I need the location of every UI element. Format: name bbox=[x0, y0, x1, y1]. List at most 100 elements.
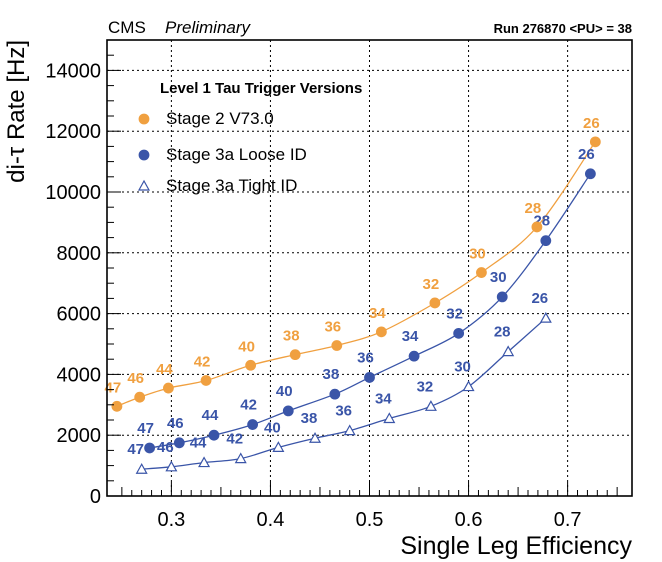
data-point bbox=[173, 437, 185, 449]
data-point bbox=[531, 221, 543, 233]
data-point bbox=[408, 350, 420, 362]
data-label: 26 bbox=[583, 115, 600, 132]
axis-ticks: 0.3 0.4 0.5 0.6 0.7 0 2000 4000 6000 8000 10000 120… bbox=[45, 39, 618, 531]
run-info-label: Run 276870 <PU> = 38 bbox=[494, 21, 632, 36]
data-label: 42 bbox=[226, 431, 243, 448]
data-label: 28 bbox=[525, 200, 542, 217]
data-point bbox=[539, 311, 552, 323]
data-label: 38 bbox=[283, 328, 300, 345]
y-tick-label: 4000 bbox=[57, 364, 102, 386]
data-point bbox=[496, 291, 508, 303]
x-axis-label: Single Leg Efficiency bbox=[400, 532, 632, 560]
y-tick-label: 8000 bbox=[57, 243, 102, 265]
y-tick-label: 14000 bbox=[45, 60, 101, 82]
data-label: 32 bbox=[423, 276, 440, 293]
data-point bbox=[476, 267, 487, 278]
x-tick-label: 0.7 bbox=[554, 509, 582, 531]
data-label: 47 bbox=[105, 379, 122, 396]
data-label: 40 bbox=[238, 338, 255, 355]
data-point bbox=[375, 326, 387, 338]
data-point bbox=[198, 456, 211, 468]
data-point bbox=[424, 400, 437, 411]
data-label: 36 bbox=[357, 349, 374, 366]
y-tick-label: 2000 bbox=[57, 425, 102, 447]
data-point bbox=[289, 349, 301, 361]
data-label: 34 bbox=[402, 328, 419, 345]
data-label: 34 bbox=[369, 305, 386, 322]
data-label: 40 bbox=[276, 383, 293, 400]
legend: Level 1 Tau Trigger Versions Stage 2 V73… bbox=[137, 80, 362, 195]
data-label: 42 bbox=[194, 353, 211, 370]
data-point bbox=[502, 345, 515, 357]
data-point bbox=[462, 380, 475, 392]
data-point bbox=[111, 400, 123, 412]
data-label: 32 bbox=[446, 305, 463, 322]
data-label: 38 bbox=[322, 366, 339, 383]
data-point bbox=[383, 412, 396, 424]
y-tick-label: 0 bbox=[90, 486, 101, 508]
legend-title: Level 1 Tau Trigger Versions bbox=[160, 80, 362, 97]
data-label: 47 bbox=[137, 420, 154, 437]
data-point bbox=[329, 388, 341, 400]
data-label: 30 bbox=[490, 269, 507, 286]
status-label: Preliminary bbox=[165, 18, 252, 37]
data-label: 26 bbox=[578, 146, 595, 163]
data-label: 44 bbox=[202, 407, 219, 424]
data-point bbox=[282, 405, 294, 417]
data-point bbox=[584, 168, 596, 180]
data-point bbox=[540, 235, 552, 247]
y-tick-label: 10000 bbox=[45, 182, 101, 204]
data-label: 30 bbox=[469, 246, 486, 263]
data-point bbox=[234, 452, 247, 464]
legend-marker bbox=[138, 113, 150, 125]
y-tick-label: 12000 bbox=[45, 121, 101, 143]
data-point bbox=[364, 372, 375, 383]
data-label: 44 bbox=[190, 435, 207, 452]
x-tick-label: 0.5 bbox=[356, 509, 384, 531]
data-point bbox=[165, 460, 178, 472]
data-point bbox=[208, 429, 220, 441]
data-label: 34 bbox=[375, 390, 392, 407]
data-point bbox=[453, 327, 465, 339]
data-point bbox=[144, 442, 155, 454]
legend-marker bbox=[137, 179, 151, 191]
data-label: 26 bbox=[531, 290, 548, 307]
data-label: 38 bbox=[301, 410, 318, 427]
data-point bbox=[163, 382, 174, 394]
x-tick-label: 0.3 bbox=[157, 509, 185, 531]
data-label: 42 bbox=[240, 397, 257, 414]
data-point bbox=[245, 359, 257, 371]
legend-marker bbox=[138, 149, 150, 161]
data-label: 28 bbox=[494, 324, 511, 341]
data-point bbox=[272, 441, 285, 452]
data-point bbox=[331, 340, 343, 351]
data-point bbox=[134, 391, 146, 403]
series-markers bbox=[111, 136, 601, 474]
data-label: 30 bbox=[454, 359, 471, 376]
legend-entry-label: Stage 2 V73.0 bbox=[166, 109, 274, 128]
data-label: 36 bbox=[324, 319, 341, 336]
x-tick-label: 0.4 bbox=[257, 509, 285, 531]
data-point bbox=[429, 297, 441, 309]
data-point bbox=[247, 419, 259, 430]
data-point bbox=[589, 136, 601, 148]
data-label: 36 bbox=[335, 403, 352, 420]
data-label: 40 bbox=[264, 419, 281, 436]
data-label: 47 bbox=[127, 441, 144, 458]
grid-lines bbox=[107, 40, 632, 496]
data-point bbox=[343, 424, 356, 436]
data-point bbox=[308, 432, 322, 443]
data-point bbox=[135, 463, 148, 474]
data-label: 44 bbox=[156, 361, 173, 378]
data-point bbox=[200, 375, 212, 386]
x-tick-label: 0.6 bbox=[455, 509, 483, 531]
data-label: 46 bbox=[167, 415, 184, 432]
data-label: 32 bbox=[417, 378, 434, 395]
y-axis-label: di-τ Rate [Hz] bbox=[3, 40, 30, 183]
legend-entry-label: Stage 3a Tight ID bbox=[166, 176, 297, 195]
data-label: 46 bbox=[127, 370, 144, 387]
legend-entry-label: Stage 3a Loose ID bbox=[166, 145, 307, 164]
experiment-label: CMS bbox=[108, 18, 146, 37]
data-label: 46 bbox=[157, 439, 174, 456]
